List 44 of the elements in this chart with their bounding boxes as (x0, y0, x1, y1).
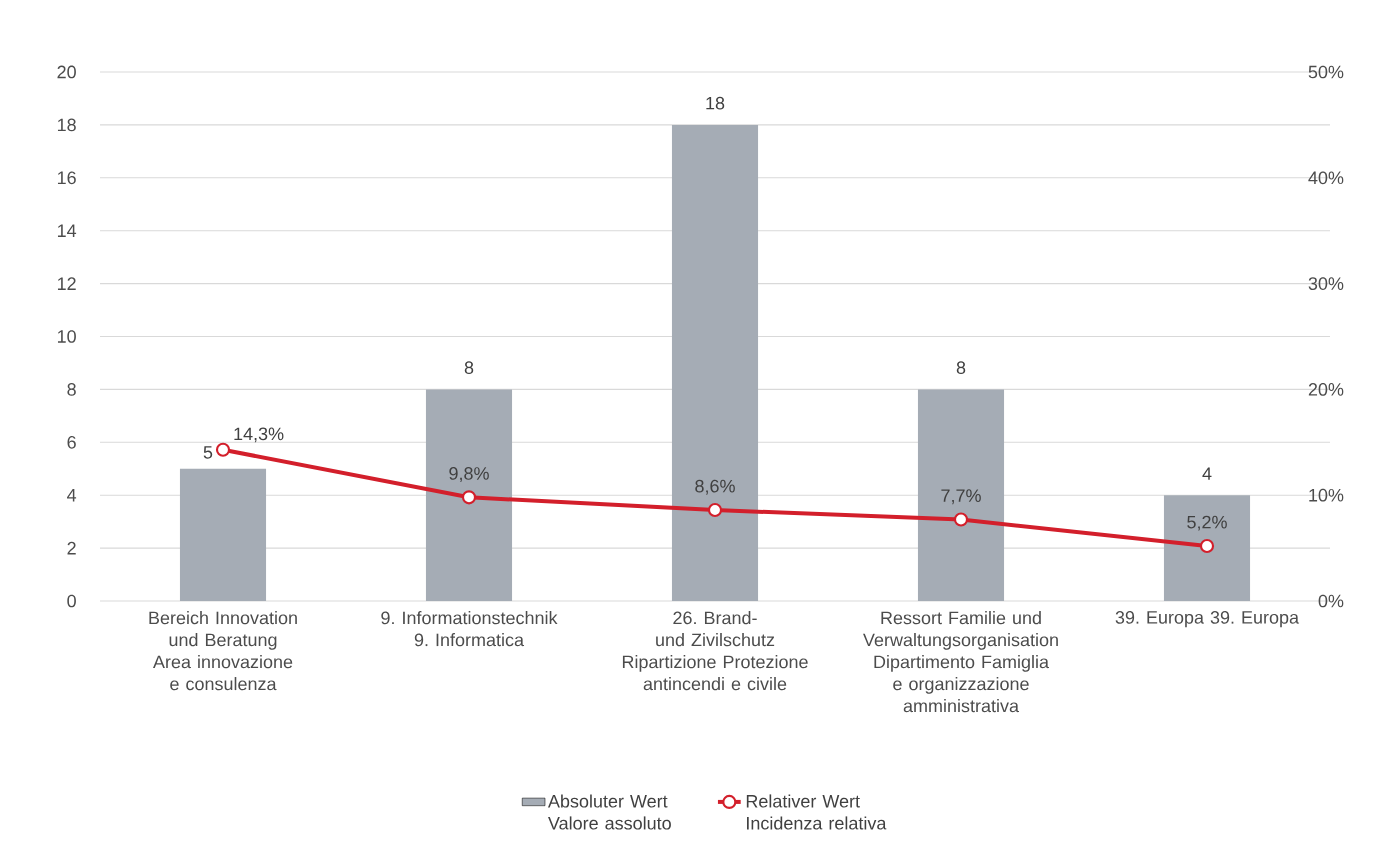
point (461, 490, 477, 505)
data-label: 14,3% (234, 427, 284, 443)
bar (425, 389, 513, 601)
x-tick-label: Ressort Familie und Verwaltungsorganisation Dipartimento Famiglia e organizzazione amministrativa (863, 611, 1058, 713)
data-label: 8,6% (695, 479, 735, 495)
data-label: 4 (1202, 467, 1212, 480)
y-tick-label: 16 (57, 171, 76, 185)
y-tick-label: 10 (57, 330, 76, 343)
x-tick-label: Bereich Innovation und Beratung Area innovazione e consulenza (149, 611, 297, 691)
legend-label: Relativer Wert Incidenza relativa (746, 794, 887, 830)
y2-tick-label: 50% (1308, 65, 1344, 79)
y-tick-label: 4 (67, 489, 77, 502)
y-tick-label: 8 (67, 383, 76, 396)
y-tick-label: 0 (67, 594, 76, 608)
x-tick-label: 26. Brand- und Zivilschutz Ripartizione Protezione antincendi e civile (622, 611, 808, 691)
y2-tick-label: 20% (1308, 383, 1344, 396)
y-tick-label: 12 (57, 277, 76, 290)
y2-tick-label: 30% (1308, 277, 1344, 290)
point (953, 512, 969, 527)
bar (671, 124, 759, 601)
point (707, 502, 723, 518)
data-label: 5,2% (1187, 515, 1227, 531)
y-tick-label: 14 (57, 224, 77, 237)
y2-tick-label: 40% (1308, 171, 1344, 185)
y-tick-label: 2 (67, 541, 76, 555)
data-label: 18 (706, 96, 725, 110)
data-label: 9,8% (449, 467, 489, 482)
legend-label: Absoluter Wert Valore assoluto (547, 794, 671, 830)
x-tick-label: 39. Europa 39. Europa (1115, 611, 1300, 628)
data-label: 8 (464, 361, 474, 375)
point (215, 442, 231, 457)
bar (917, 389, 1005, 601)
bar (179, 468, 267, 601)
bar (1163, 495, 1251, 601)
x-tick-label: 9. Informationstechnik 9. Informatica (381, 611, 558, 647)
point (1199, 538, 1215, 554)
data-label: 8 (956, 361, 966, 375)
y-tick-label: 20 (57, 65, 76, 79)
y2-tick-label: 10% (1309, 488, 1344, 502)
y-tick-label: 6 (67, 435, 76, 449)
data-label: 5 (203, 446, 213, 459)
y2-tick-label: 0% (1318, 594, 1344, 608)
y-tick-label: 18 (57, 118, 76, 132)
data-label: 7,7% (941, 489, 981, 505)
